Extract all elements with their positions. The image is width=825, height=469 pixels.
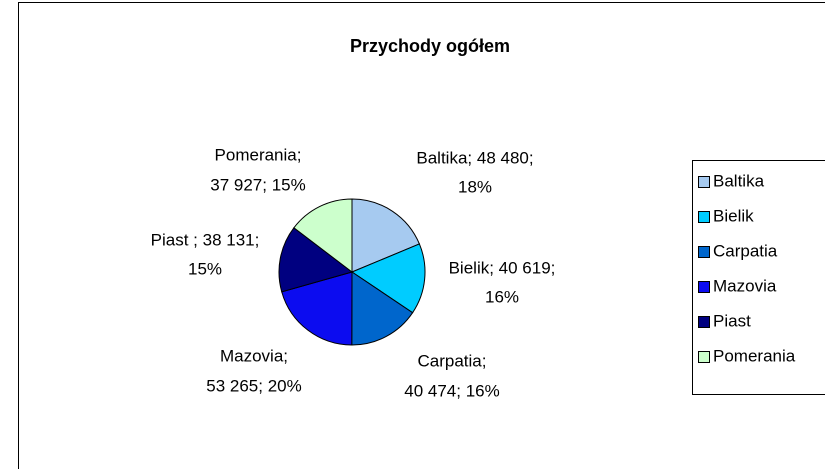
pie-slice	[281, 271, 353, 346]
legend-swatch	[698, 281, 710, 293]
data-label: 37 927; 15%	[210, 175, 305, 194]
data-label: 53 265; 20%	[206, 376, 301, 395]
chart-title: Przychody ogółem	[350, 36, 510, 56]
data-label: Piast ; 38 131;	[151, 230, 260, 249]
pie-slice	[351, 271, 414, 346]
pie-slice	[278, 227, 354, 293]
legend-box	[692, 160, 825, 395]
data-label: 18%	[458, 177, 492, 196]
legend-label: Mazovia	[713, 276, 777, 295]
data-label: Carpatia;	[418, 351, 487, 370]
legend-label: Baltika	[713, 171, 765, 190]
data-label: 16%	[485, 287, 519, 306]
legend-label: Pomerania	[713, 346, 796, 365]
data-label: Mazovia;	[220, 346, 288, 365]
legend-label: Piast	[713, 311, 751, 330]
data-label: 40 474; 16%	[404, 381, 499, 400]
legend-swatch	[698, 316, 710, 328]
legend-label: Carpatia	[713, 241, 778, 260]
legend-label: Bielik	[713, 206, 754, 225]
data-label: Pomerania;	[215, 145, 302, 164]
data-label: Bielik; 40 619;	[449, 258, 556, 277]
data-label: Baltika; 48 480;	[416, 148, 533, 167]
pie-slice	[350, 243, 426, 314]
legend-swatch	[698, 176, 710, 188]
data-label: 15%	[188, 259, 222, 278]
chart-frame	[18, 2, 825, 469]
legend-swatch	[698, 246, 710, 258]
pie-slice	[293, 198, 353, 274]
pie-slice	[351, 198, 421, 273]
legend-swatch	[698, 351, 710, 363]
legend-swatch	[698, 211, 710, 223]
